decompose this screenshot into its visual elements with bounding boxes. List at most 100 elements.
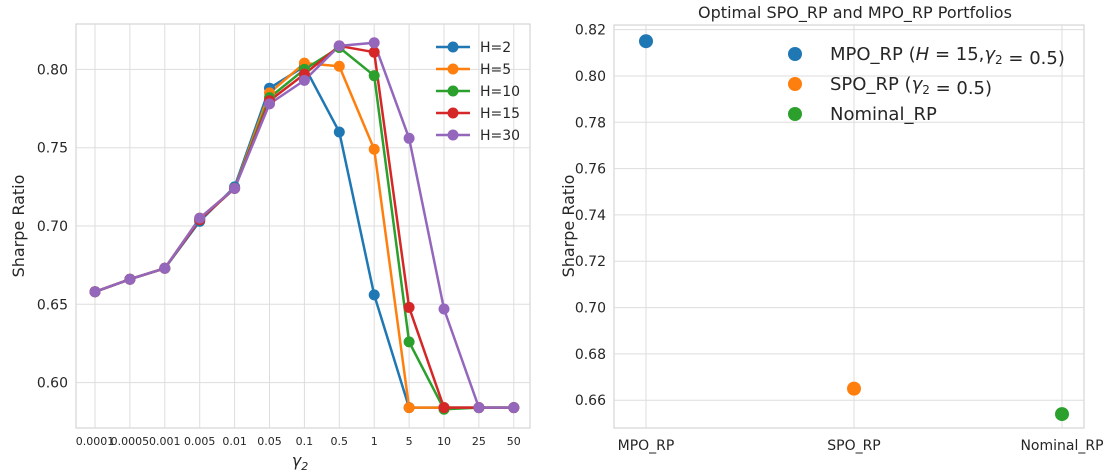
left-data-point	[298, 74, 310, 86]
right-legend-label-part: 2	[995, 53, 1003, 67]
left-data-point	[368, 143, 380, 155]
left-data-point	[508, 402, 520, 414]
right-y-tick-label: 0.68	[575, 347, 606, 363]
left-x-tick-label: 10	[437, 435, 451, 448]
left-y-tick-label: 0.60	[37, 376, 68, 392]
left-x-tick-label: 0.5	[331, 435, 349, 448]
right-y-tick-label: 0.80	[575, 69, 606, 85]
left-data-point	[333, 60, 345, 72]
left-data-point	[368, 70, 380, 82]
left-data-point	[368, 37, 380, 49]
left-data-point	[368, 289, 380, 301]
left-x-tick-label: 0.01	[222, 435, 247, 448]
left-y-tick-labels: 0.60 0.65 0.70 0.75 0.80	[37, 62, 68, 391]
right-chart-title: Optimal SPO_RP and MPO_RP Portfolios	[698, 3, 1012, 23]
left-legend-marker	[447, 41, 459, 53]
left-legend-marker	[447, 129, 459, 141]
left-data-point	[473, 402, 485, 414]
right-legend-label-part: = 0.5)	[1003, 48, 1065, 69]
left-y-tick-label: 0.65	[37, 297, 68, 313]
left-x-tick-label: 5	[406, 435, 413, 448]
left-y-tick-label: 0.75	[37, 141, 68, 157]
left-legend-label: H=15	[480, 106, 520, 122]
left-data-point	[438, 303, 450, 315]
right-x-tick-labels: MPO_RP SPO_RP Nominal_RP	[618, 438, 1104, 454]
left-x-axis-label-sub: 2	[301, 460, 308, 472]
left-legend-marker	[447, 85, 459, 97]
left-data-point	[403, 336, 415, 348]
left-x-tick-label: 0.05	[257, 435, 282, 448]
right-y-tick-labels: 0.66 0.68 0.70 0.72 0.74 0.76 0.78 0.80 0.82	[575, 23, 606, 410]
left-data-point	[368, 46, 380, 58]
left-data-point	[403, 132, 415, 144]
right-y-tick-label: 0.74	[575, 208, 606, 224]
left-legend: H=2 H=5 H=10 H=15 H=30	[436, 40, 520, 144]
left-data-point	[229, 182, 241, 194]
right-legend-label: SPO_RP (γ2 = 0.5)	[830, 74, 992, 99]
left-data-point	[194, 212, 206, 224]
right-x-tick-label: SPO_RP	[827, 438, 881, 454]
left-data-point	[264, 98, 275, 110]
left-data-point	[124, 273, 136, 285]
right-legend-label-part: SPO_RP (	[830, 74, 912, 95]
left-data-point	[159, 262, 171, 274]
right-legend-marker	[788, 47, 802, 61]
right-x-tick-label: MPO_RP	[618, 438, 675, 454]
left-data-point	[403, 402, 415, 414]
right-legend-marker	[788, 107, 802, 121]
left-y-tick-label: 0.70	[37, 219, 68, 235]
left-legend-label: H=5	[480, 62, 511, 78]
left-x-tick-label: 0.0005	[111, 435, 150, 448]
right-y-tick-label: 0.70	[575, 301, 606, 317]
right-legend-label-part: 2	[922, 83, 930, 97]
left-x-axis-label: γ2	[292, 451, 308, 472]
right-data-point	[639, 34, 653, 49]
right-legend-label-part: γ	[984, 44, 996, 65]
left-x-axis-label-main: γ	[292, 451, 303, 470]
right-legend-label-part: Nominal_RP	[830, 104, 937, 125]
right-chart: 0.66 0.68 0.70 0.72 0.74 0.76 0.78 0.80 0.82 MPO…	[559, 3, 1104, 454]
left-x-tick-label: 1	[371, 435, 378, 448]
right-plot-area	[613, 24, 1085, 429]
right-y-tick-label: 0.72	[575, 254, 606, 270]
left-legend-marker	[447, 107, 459, 119]
right-x-tick-label: Nominal_RP	[1020, 438, 1103, 454]
right-legend-label: MPO_RP (H = 15,γ2 = 0.5)	[830, 44, 1065, 69]
right-legend-marker	[788, 77, 802, 91]
left-legend-label: H=2	[480, 40, 511, 56]
left-x-tick-label: 0.0001	[76, 435, 115, 448]
left-data-point	[333, 126, 345, 138]
left-y-axis-label: Sharpe Ratio	[9, 175, 28, 278]
right-legend-label-part: H	[916, 44, 930, 65]
right-y-tick-label: 0.82	[575, 23, 606, 39]
right-data-point	[847, 381, 861, 396]
right-y-tick-label: 0.66	[575, 393, 606, 409]
right-legend-label-part: = 15,	[929, 44, 984, 65]
right-legend: MPO_RP (H = 15,γ2 = 0.5)SPO_RP (γ2 = 0.5…	[788, 44, 1065, 125]
left-data-point	[403, 301, 415, 313]
left-x-tick-label: 0.001	[149, 435, 181, 448]
left-legend-label: H=10	[480, 84, 520, 100]
left-y-tick-label: 0.80	[37, 62, 68, 78]
left-legend-label: H=30	[480, 128, 520, 144]
right-legend-label-part: = 0.5)	[930, 78, 992, 99]
right-legend-label-part: MPO_RP (	[830, 44, 916, 65]
right-points-group	[639, 34, 1069, 422]
right-legend-label: Nominal_RP	[830, 104, 937, 125]
left-data-point	[89, 286, 101, 298]
left-x-tick-label: 25	[472, 435, 486, 448]
left-x-tick-label: 50	[507, 435, 521, 448]
right-y-tick-label: 0.76	[575, 162, 606, 178]
left-data-point	[333, 40, 345, 52]
left-x-tick-label: 0.005	[184, 435, 216, 448]
left-legend-marker	[447, 63, 459, 75]
right-legend-label-part: γ	[912, 74, 924, 95]
right-data-point	[1055, 407, 1069, 422]
right-gridlines	[614, 25, 1084, 428]
left-series-group	[89, 37, 520, 415]
right-y-axis-label: Sharpe Ratio	[559, 175, 578, 278]
left-data-point	[438, 402, 450, 414]
